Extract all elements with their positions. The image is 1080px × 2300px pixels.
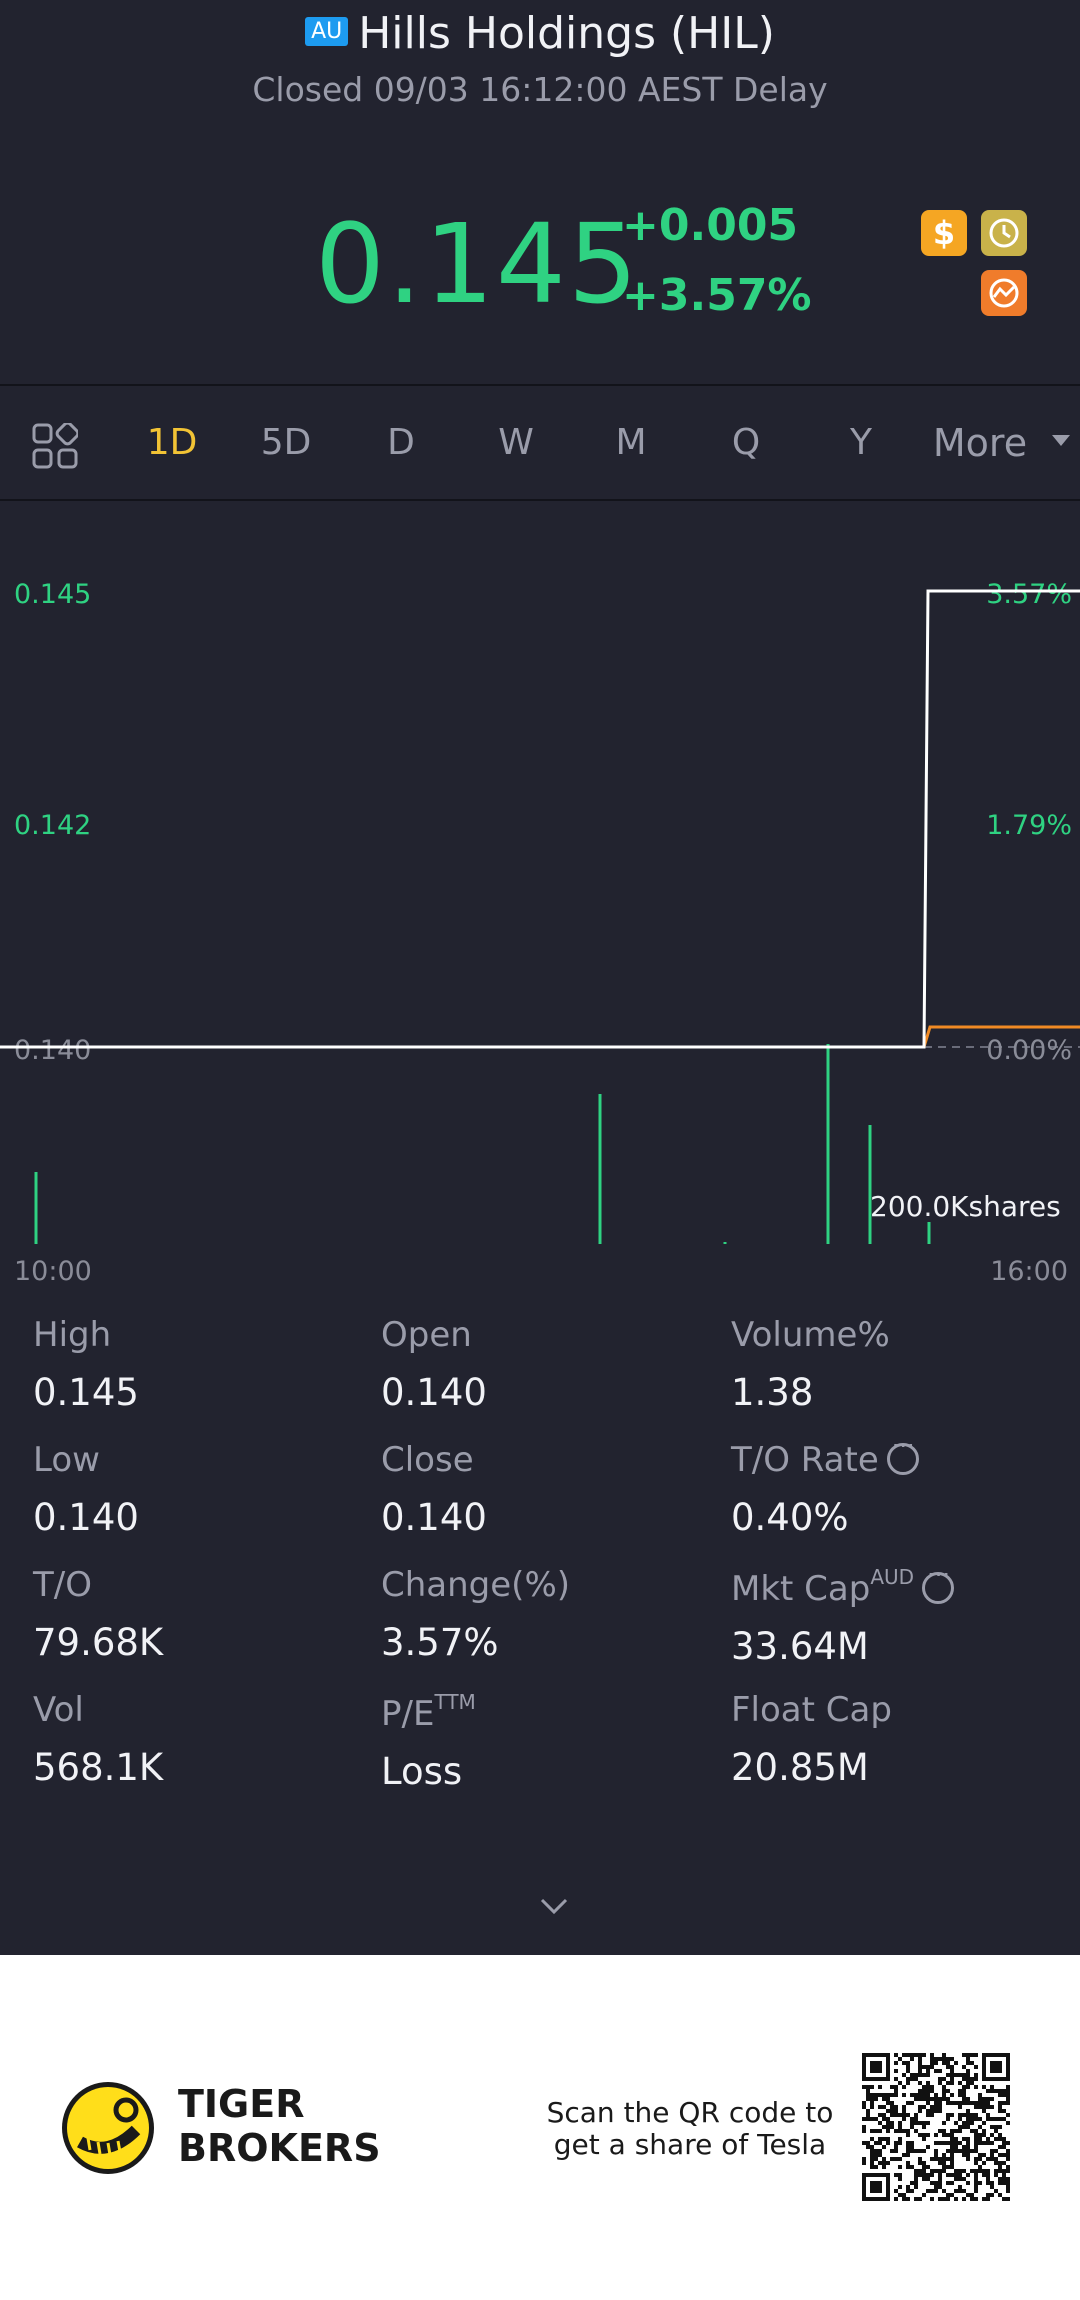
tab-q[interactable]: Q [731,422,761,463]
stock-name: Hills Holdings (HIL) [358,8,775,59]
tab-5d[interactable]: 5D [260,422,312,463]
tab-d[interactable]: D [387,422,415,463]
stat-value: 79.68K [33,1621,164,1664]
stat-value: 0.140 [33,1496,139,1539]
stat-label: Vol [33,1690,84,1730]
more-info-icon[interactable] [922,1561,955,1604]
expand-chevron-icon[interactable] [538,1890,570,1922]
stat-label-text: T/O Rate [731,1440,879,1480]
period-tabs: 1D 5D D W M Q Y More [0,387,1080,499]
brand-line-1: TIGER [178,2082,305,2126]
stat-turnover: T/O 79.68K [33,1565,373,1664]
stat-value: 1.38 [731,1371,814,1414]
more-info-icon[interactable] [886,1432,919,1475]
tiger-logo-icon [62,2082,154,2174]
stat-close: Close 0.140 [381,1440,721,1539]
stat-value: 3.57% [381,1621,499,1664]
price-change-percent: +3.57% [622,270,812,321]
stat-label: P/ETTM [381,1690,721,1734]
stat-label: Mkt CapAUD [731,1561,1071,1609]
x-axis-end-label: 16:00 [990,1256,1068,1287]
layout-grid-icon[interactable] [32,421,80,469]
stat-label: Volume% [731,1315,890,1355]
stat-volume: Vol 568.1K [33,1690,373,1789]
stat-label: Float Cap [731,1690,892,1730]
price-change: +0.005 [622,200,799,251]
stat-value: 0.145 [33,1371,139,1414]
ttm-superscript: TTM [434,1690,476,1714]
chevron-down-icon[interactable] [1052,435,1070,446]
stat-label: T/O Rate [731,1432,1071,1480]
stat-change-pct: Change(%) 3.57% [381,1565,721,1664]
last-price: 0.145 [315,200,640,328]
stat-float-cap: Float Cap 20.85M [731,1690,1071,1789]
brand-name: TIGER BROKERS [178,2082,381,2170]
exchange-badge: AU [305,17,349,46]
stat-high: High 0.145 [33,1315,373,1414]
price-line [0,589,1080,1049]
stat-open: Open 0.140 [381,1315,721,1414]
tab-y[interactable]: Y [850,422,872,463]
brand-block: TIGER BROKERS [60,2080,381,2180]
average-price-line [0,1025,1080,1049]
stat-value: Loss [381,1750,463,1793]
x-axis-start-label: 10:00 [14,1256,92,1287]
stat-value: 0.40% [731,1496,849,1539]
y-axis-pct-label: 3.57% [986,579,1072,610]
volume-scale-label: 200.0Kshares [870,1190,1061,1223]
tab-more[interactable]: More [932,421,1028,465]
stat-value: 568.1K [33,1746,164,1789]
stock-title: AU Hills Holdings (HIL) [0,8,1080,59]
stat-value: 0.140 [381,1496,487,1539]
stat-pe: P/ETTM Loss [381,1690,721,1793]
quote-header: AU Hills Holdings (HIL) Closed 09/03 16:1… [0,0,1080,385]
dollar-icon[interactable]: $ [921,210,967,256]
stat-label: Low [33,1440,100,1480]
history-icon[interactable] [981,210,1027,256]
qr-code-icon[interactable] [862,2053,1010,2201]
dark-panel [0,0,1080,1955]
scan-text: Scan the QR code to get a share of Tesla [540,2097,840,2161]
promo-footer: TIGER BROKERS Scan the QR code to get a … [0,1955,1080,2300]
y-axis-label: 0.140 [14,1035,91,1066]
scan-line-1: Scan the QR code to [546,2096,834,2129]
stat-low: Low 0.140 [33,1440,373,1539]
header-divider [0,384,1080,386]
brand-line-2: BROKERS [178,2126,381,2170]
market-status: Closed 09/03 16:12:00 AEST Delay [252,70,828,109]
stat-label: Close [381,1440,474,1480]
y-axis-label: 0.145 [14,579,91,610]
stat-value: 20.85M [731,1746,869,1789]
stat-turnover-rate: T/O Rate 0.40% [731,1432,1071,1539]
tabs-divider [0,499,1080,501]
stat-label-text: Mkt Cap [731,1569,871,1609]
tab-w[interactable]: W [498,422,534,463]
stat-market-cap: Mkt CapAUD 33.64M [731,1561,1071,1668]
stat-value: 33.64M [731,1625,869,1668]
tab-1d[interactable]: 1D [146,422,198,463]
currency-superscript: AUD [870,1565,915,1589]
intraday-chart[interactable]: 0.145 0.142 0.140 3.57% 1.79% 0.00% 200.0Kshar… [0,502,1080,1302]
stat-label: Open [381,1315,472,1355]
y-axis-label: 0.142 [14,810,91,841]
chart-svg: 0.145 0.142 0.140 3.57% 1.79% 0.00% 200.0Kshar… [0,579,1080,1287]
chart-badge-icon[interactable] [981,270,1027,316]
stat-label: T/O [33,1565,92,1605]
stat-label-text: P/E [381,1694,435,1734]
stat-label: Change(%) [381,1565,571,1605]
stat-value: 0.140 [381,1371,487,1414]
stat-volume-pct: Volume% 1.38 [731,1315,1071,1414]
y-axis-pct-label: 0.00% [986,1035,1072,1066]
tab-m[interactable]: M [615,422,647,463]
scan-line-2: get a share of Tesla [553,2128,827,2161]
stat-label: High [33,1315,112,1355]
y-axis-pct-label: 1.79% [986,810,1072,841]
